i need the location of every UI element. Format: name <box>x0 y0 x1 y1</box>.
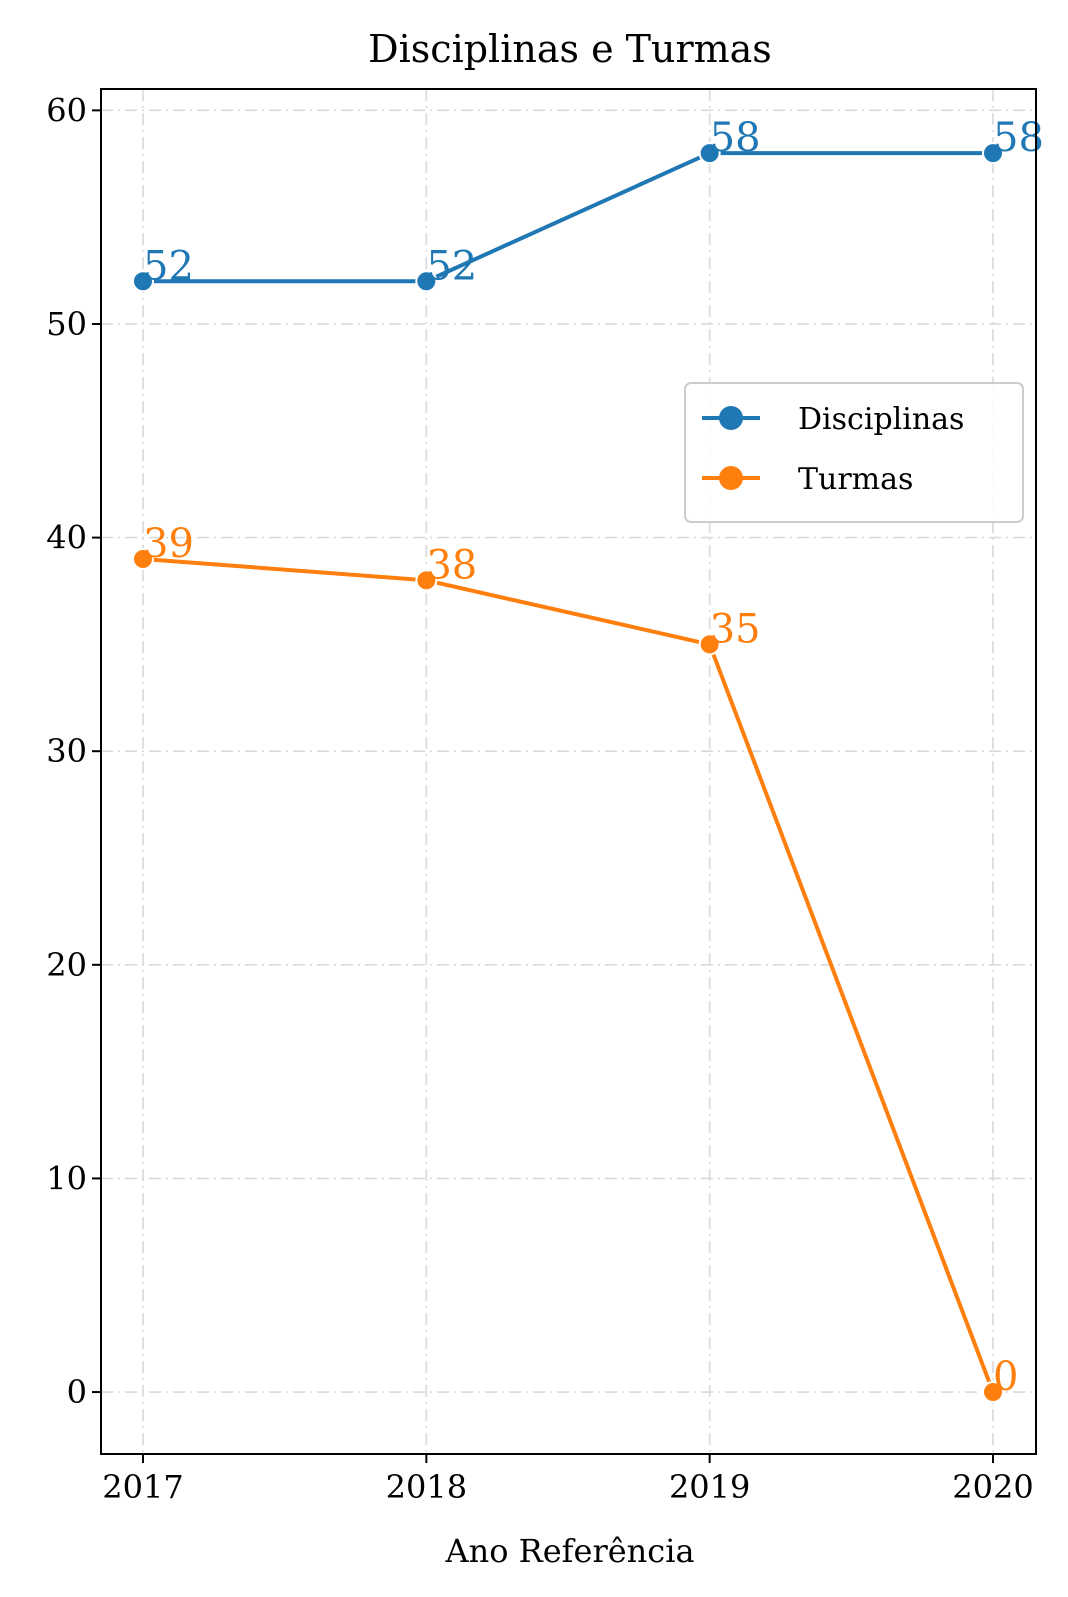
data-point <box>698 142 721 165</box>
data-point <box>132 270 154 293</box>
data-label: 38 <box>426 542 477 588</box>
data-point <box>982 142 1004 165</box>
x-tick-label: 2018 <box>386 1468 467 1506</box>
y-tick-label: 50 <box>46 305 87 343</box>
x-axis-ticks: 2017 2018 2019 2020 <box>102 1454 1034 1506</box>
legend-marker <box>719 406 743 430</box>
x-tick-label: 2019 <box>669 1468 750 1506</box>
data-label: 58 <box>710 115 761 161</box>
data-label: 52 <box>426 243 477 289</box>
legend-frame <box>684 382 1024 523</box>
legend-item-turmas: Turmas <box>702 462 913 497</box>
plot-area-frame <box>100 88 1037 1455</box>
data-point <box>698 633 721 656</box>
data-label: 52 <box>143 243 194 289</box>
legend: Disciplinas Turmas <box>684 382 1024 523</box>
legend-label: Turmas <box>798 462 913 497</box>
data-point <box>415 270 438 293</box>
y-tick-label: 40 <box>46 519 87 557</box>
series-turmas: 39 38 35 0 <box>132 521 1018 1404</box>
grid-lines <box>101 89 1036 1454</box>
x-tick-label: 2017 <box>102 1468 183 1506</box>
y-tick-label: 30 <box>46 732 87 770</box>
data-point <box>415 569 438 592</box>
data-point <box>982 1381 1004 1404</box>
series-line-turmas <box>142 556 995 1393</box>
data-point <box>132 547 154 570</box>
data-label: 39 <box>143 521 194 567</box>
data-label: 35 <box>710 606 761 652</box>
legend-label: Disciplinas <box>798 402 964 437</box>
x-tick-label: 2020 <box>952 1468 1033 1506</box>
y-axis-ticks: 0 10 20 30 40 50 60 <box>46 91 101 1411</box>
series-line-disciplinas <box>143 151 993 284</box>
y-tick-label: 10 <box>46 1159 87 1197</box>
chart-title: Disciplinas e Turmas <box>368 27 772 71</box>
legend-marker <box>719 466 743 490</box>
y-tick-label: 20 <box>46 946 87 984</box>
legend-item-disciplinas: Disciplinas <box>702 402 964 437</box>
x-axis-label: Ano Referência <box>444 1532 694 1570</box>
y-tick-label: 0 <box>67 1373 87 1411</box>
data-label: 0 <box>993 1354 1018 1400</box>
y-tick-label: 60 <box>46 91 87 129</box>
